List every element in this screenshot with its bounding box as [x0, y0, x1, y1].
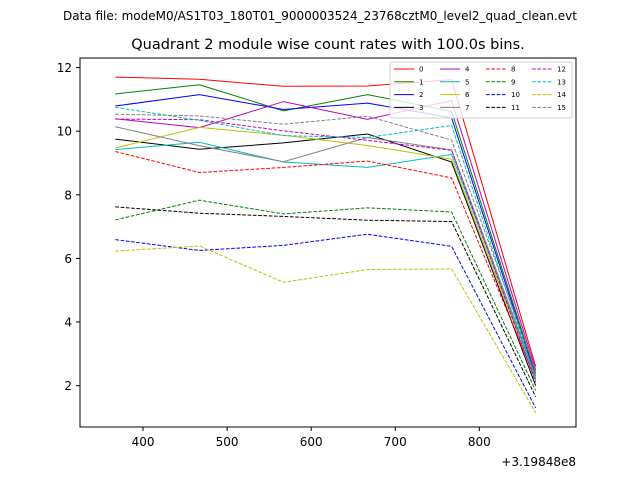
series-line-6 — [115, 126, 537, 382]
legend-box — [389, 61, 573, 119]
chart-suptitle: Data file: modeM0/AS1T03_180T01_90000035… — [63, 9, 577, 23]
legend-label-7: 7 — [465, 104, 469, 112]
legend-label-15: 15 — [557, 104, 566, 112]
series-line-1 — [115, 84, 537, 374]
legend-label-13: 13 — [557, 78, 566, 86]
legend-label-11: 11 — [511, 104, 520, 112]
x-tick-label: 700 — [384, 435, 407, 449]
plot-area-frame — [79, 57, 577, 428]
legend-label-5: 5 — [465, 78, 469, 86]
legend-label-3: 3 — [419, 104, 423, 112]
legend-label-8: 8 — [511, 66, 515, 74]
legend-label-10: 10 — [511, 91, 520, 99]
y-tick-label: 12 — [57, 61, 72, 75]
legend-label-4: 4 — [465, 66, 470, 74]
chart-title: Quadrant 2 module wise count rates with … — [131, 37, 525, 53]
legend-label-14: 14 — [557, 91, 566, 99]
legend-label-1: 1 — [419, 78, 423, 86]
legend-label-2: 2 — [419, 91, 423, 99]
series-line-0 — [115, 76, 537, 367]
y-tick-label: 2 — [64, 379, 72, 393]
legend-label-6: 6 — [465, 91, 470, 99]
y-tick-label: 4 — [64, 316, 72, 330]
series-line-4 — [115, 100, 537, 370]
series-line-2 — [115, 94, 537, 377]
legend-label-9: 9 — [511, 78, 515, 86]
series-line-14 — [115, 245, 537, 413]
y-tick-label: 10 — [57, 125, 72, 139]
series-line-13 — [115, 106, 537, 380]
x-tick-label: 600 — [300, 435, 323, 449]
x-tick-label: 800 — [468, 435, 491, 449]
series-line-9 — [115, 199, 537, 391]
x-tick-label: 400 — [132, 435, 155, 449]
series-line-10 — [115, 233, 537, 409]
legend-label-12: 12 — [557, 66, 566, 74]
y-tick-label: 6 — [64, 252, 72, 266]
legend-label-0: 0 — [419, 66, 423, 74]
series-line-12 — [115, 118, 537, 383]
series-line-3 — [115, 133, 537, 386]
series-line-11 — [115, 206, 537, 397]
series-line-8 — [115, 151, 537, 380]
series-group — [115, 76, 537, 413]
x-tick-label: 500 — [216, 435, 239, 449]
x-offset-label: +3.19848e8 — [501, 455, 576, 469]
y-tick-label: 8 — [64, 188, 72, 202]
series-line-15 — [115, 113, 537, 372]
